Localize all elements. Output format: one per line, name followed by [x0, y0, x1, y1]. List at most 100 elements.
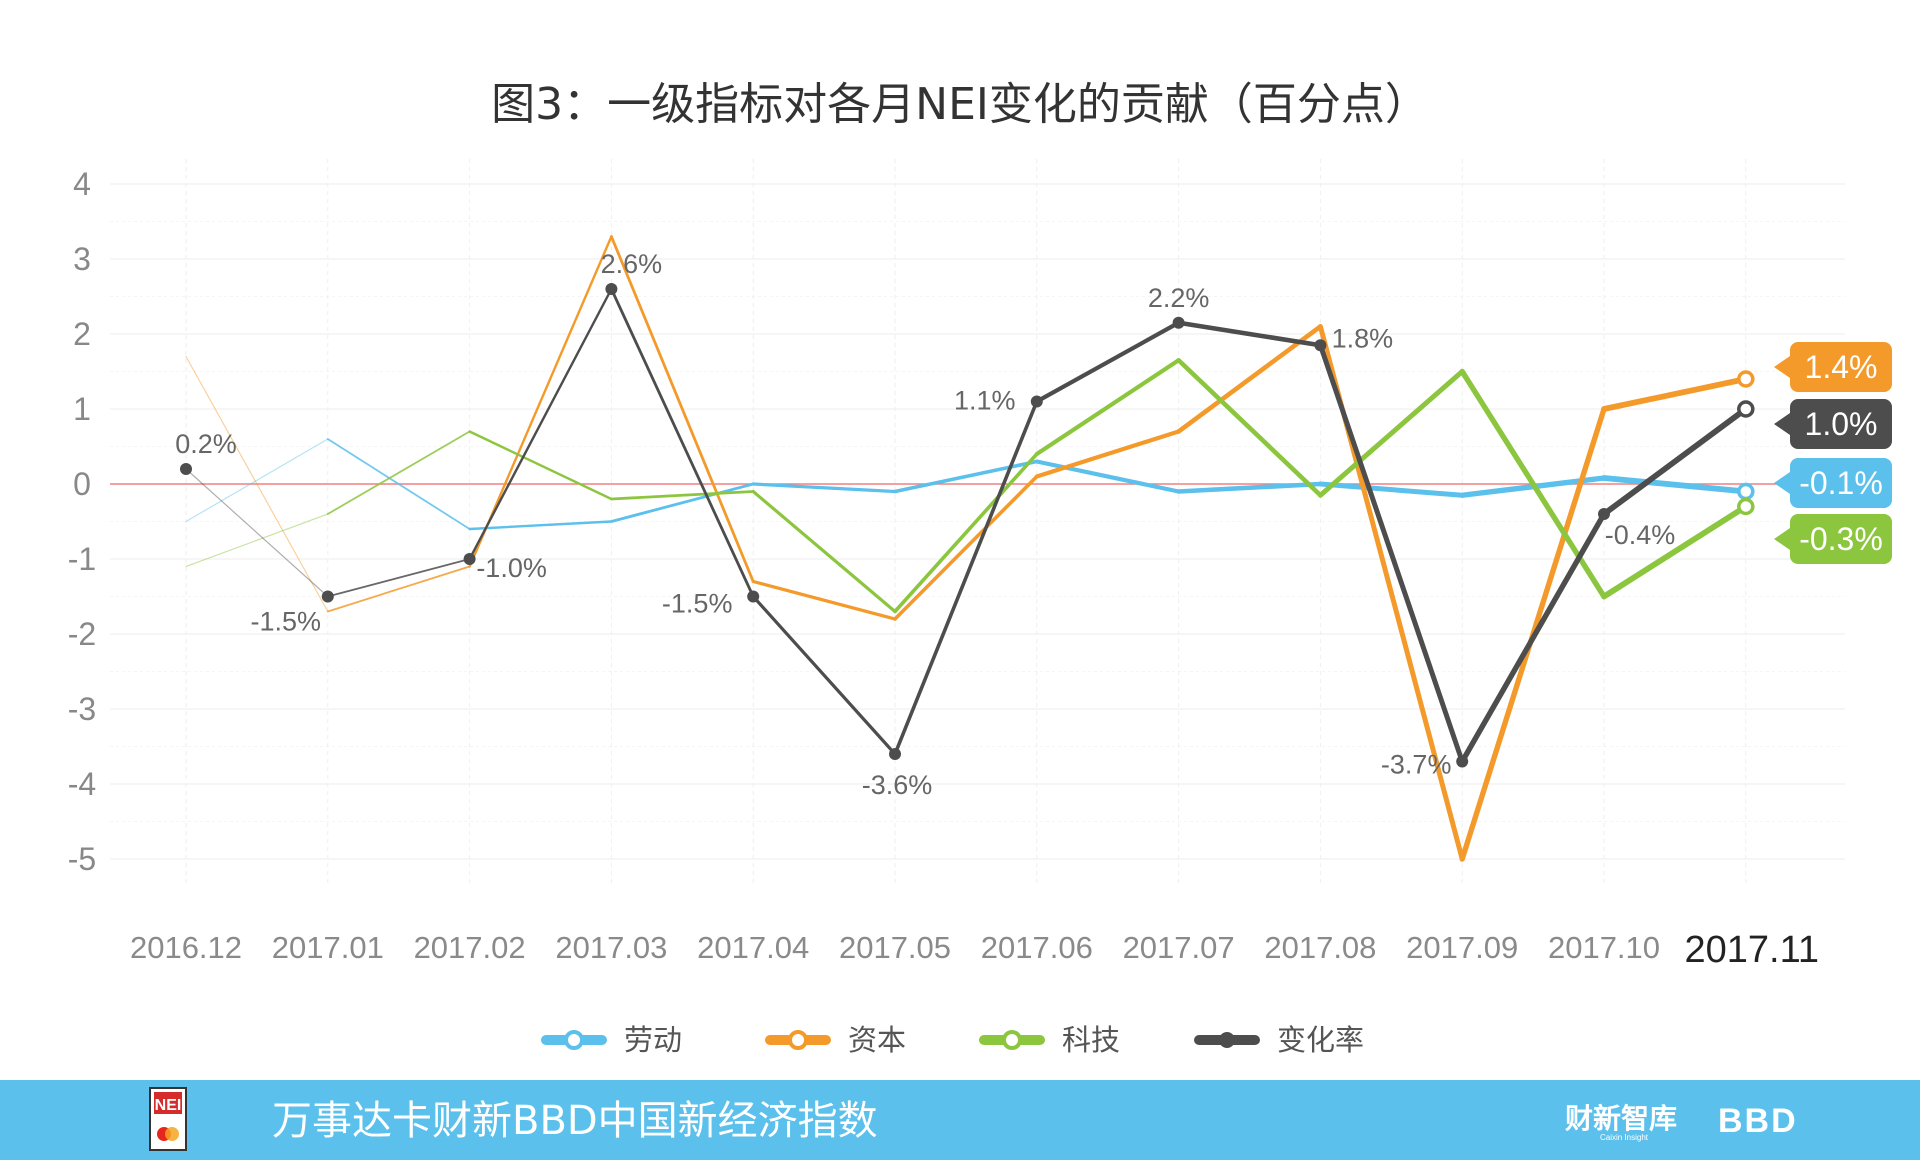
series-1 — [185, 235, 1755, 862]
series-3-segment-3 — [610, 287, 755, 598]
series-3-point-7 — [1172, 316, 1185, 329]
caixin-insight-en: Caixin Insight — [1600, 1133, 1649, 1142]
series-3-segment-9 — [1459, 511, 1607, 765]
series-0-segment-2 — [468, 520, 613, 531]
series-0-segment-10 — [1601, 475, 1749, 495]
y-tick-4: 4 — [73, 166, 91, 202]
series-1-segment-7 — [1176, 324, 1323, 434]
caixin-insight-logo: 财新智库 — [1565, 1102, 1677, 1135]
rate-label-10: -0.4% — [1605, 520, 1676, 550]
end-tag-2: -0.1% — [1774, 458, 1892, 508]
rate-label-8: 1.8% — [1332, 323, 1394, 353]
y-tick-1: 1 — [73, 391, 91, 427]
end-tag-2-pointer — [1774, 472, 1790, 494]
series-2-segment-5 — [893, 452, 1039, 614]
series-2-segment-4 — [751, 489, 897, 614]
footer-title: 万事达卡财新BBD中国新经济指数 — [272, 1098, 878, 1144]
legend-item-0: 劳动 — [541, 1023, 682, 1057]
series-2 — [185, 357, 1755, 614]
series-2-segment-7 — [1176, 357, 1323, 498]
bbd-logo: BBD — [1718, 1102, 1798, 1140]
end-tag-1-pointer — [1774, 413, 1790, 435]
series-0-point-11 — [1737, 482, 1755, 501]
footer-bar: NEI 万事达卡财新BBD中国新经济指数 财新智库 Caixin Insight… — [0, 1080, 1920, 1160]
legend-marker-1 — [788, 1030, 808, 1050]
series-1-segment-0 — [185, 355, 329, 613]
series-2-point-11 — [1737, 497, 1755, 516]
series-3-point-6 — [1030, 395, 1043, 408]
series-2-segment-2 — [468, 430, 613, 501]
legend-label-1: 资本 — [848, 1023, 906, 1057]
rate-label-9: -3.7% — [1381, 750, 1452, 780]
end-tag-3-pointer — [1774, 528, 1790, 550]
y-tick-0: 0 — [73, 466, 91, 502]
rate-label-2: -1.0% — [476, 553, 547, 583]
series-1-segment-4 — [751, 579, 897, 621]
x-tick-2017-08: 2017.08 — [1264, 930, 1376, 965]
x-tick-2016-12: 2016.12 — [130, 930, 242, 965]
nei-logo-text: NEI — [155, 1097, 182, 1114]
nei-logo: NEI — [149, 1087, 187, 1151]
legend-label-2: 科技 — [1062, 1023, 1120, 1057]
x-tick-2017-04: 2017.04 — [697, 930, 809, 965]
rate-label-6: 1.1% — [954, 386, 1016, 416]
end-tag-0: 1.4% — [1774, 342, 1892, 392]
series-3-point-5 — [889, 748, 901, 760]
rate-label-1: -1.5% — [251, 607, 322, 637]
series-0 — [185, 438, 1755, 531]
legend-marker-2 — [1002, 1030, 1022, 1050]
y-tick-3: 3 — [73, 241, 91, 277]
end-tag-0-text: 1.4% — [1805, 349, 1878, 385]
end-tag-0-box — [1790, 342, 1892, 392]
footer-background — [0, 1080, 1920, 1160]
series-3-point-11 — [1737, 400, 1755, 418]
series-1-point-11 — [1737, 370, 1755, 388]
rate-label-0: 0.2% — [175, 429, 237, 459]
y-tick-1: -1 — [68, 541, 96, 577]
y-tick-2: 2 — [73, 316, 91, 352]
series-3-segment-2 — [468, 287, 613, 561]
series-3-point-0 — [180, 463, 192, 475]
series-0-segment-6 — [1034, 459, 1181, 494]
x-tick-2017-05: 2017.05 — [839, 930, 951, 965]
series-3-segment-6 — [1034, 320, 1181, 404]
y-tick-4: -4 — [68, 766, 96, 802]
y-tick-2: -2 — [68, 616, 96, 652]
series-3-segment-10 — [1601, 406, 1749, 517]
series-1-segment-5 — [893, 474, 1039, 621]
x-axis: 2016.12 2017.01 2017.02 2017.03 2017.04 2017.… — [130, 929, 1819, 971]
legend-marker-3 — [1219, 1032, 1235, 1048]
end-tag-2-text: -0.1% — [1799, 465, 1883, 501]
y-tick-5: -5 — [68, 841, 96, 877]
series-3-segment-7 — [1176, 320, 1323, 348]
series-3-point-9 — [1456, 755, 1469, 768]
series-2-segment-8 — [1317, 369, 1465, 498]
series-3-point-4 — [747, 590, 760, 603]
rate-label-3: 2.6% — [601, 249, 663, 279]
series-1-segment-6 — [1034, 429, 1181, 479]
series-0-segment-4 — [751, 482, 897, 494]
x-tick-2017-02: 2017.02 — [414, 930, 526, 965]
series-0-segment-5 — [893, 459, 1039, 494]
series-3-segment-8 — [1317, 342, 1465, 764]
series-0-segment-7 — [1176, 481, 1323, 494]
series-3-point-3 — [605, 283, 618, 295]
x-tick-2017-06: 2017.06 — [981, 930, 1093, 965]
series-3-segment-4 — [751, 594, 897, 756]
legend-item-2: 科技 — [979, 1023, 1120, 1057]
data-labels: 0.2% -1.5% -1.0% 2.6% -1.5% -3.6% 1.1% 2.2% 1.8%… — [175, 249, 1675, 800]
mastercard-yellow-circle — [165, 1127, 179, 1141]
series-0-segment-1 — [326, 438, 471, 530]
end-tag-3-text: -0.3% — [1799, 521, 1883, 557]
rate-label-7: 2.2% — [1148, 283, 1210, 313]
series-1-segment-10 — [1601, 376, 1749, 412]
series-layer — [180, 235, 1755, 862]
end-tag-1-text: 1.0% — [1805, 406, 1878, 442]
series-3-point-10 — [1598, 508, 1610, 520]
x-tick-2017-10: 2017.10 — [1548, 930, 1660, 965]
series-3 — [180, 283, 1755, 768]
chart-title: 图3：一级指标对各月NEI变化的贡献（百分点） — [491, 79, 1429, 130]
legend-item-3: 变化率 — [1194, 1023, 1364, 1057]
x-tick-2017-01: 2017.01 — [272, 930, 384, 965]
